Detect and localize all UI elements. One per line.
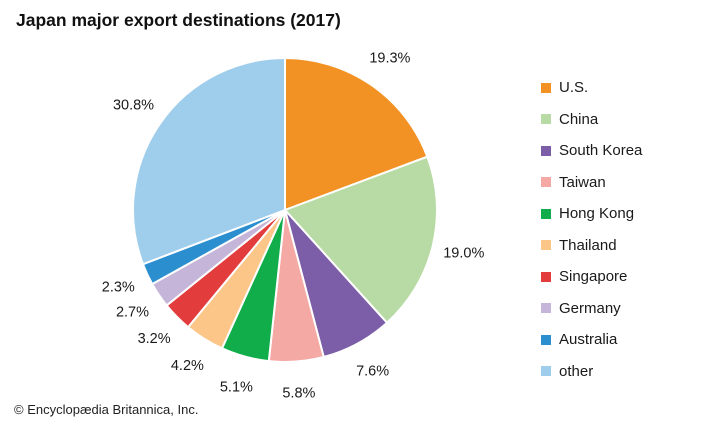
legend-item-other: other [541, 356, 642, 388]
legend-item-australia: Australia [541, 324, 642, 356]
legend-label: Taiwan [559, 173, 606, 191]
pie-slice-other [132, 56, 286, 266]
legend-label: Germany [559, 299, 621, 317]
legend-swatch [541, 114, 551, 125]
legend-label: Hong Kong [559, 205, 635, 223]
legend-label: U.S. [559, 79, 589, 97]
legend-item-south-korea: South Korea [541, 135, 642, 167]
slice-label-singapore: 3.2% [138, 331, 171, 347]
slice-label-south-korea: 7.6% [356, 364, 389, 380]
legend-swatch [541, 145, 551, 156]
legend-item-u-s: U.S. [541, 72, 642, 104]
legend-item-china: China [541, 104, 642, 136]
legend-item-hong-kong: Hong Kong [541, 198, 642, 230]
legend-item-singapore: Singapore [541, 261, 642, 293]
legend-swatch [541, 208, 551, 219]
slice-label-china: 19.0% [443, 245, 484, 261]
legend-label: Singapore [559, 268, 628, 286]
legend-swatch [541, 82, 551, 93]
slice-label-other: 30.8% [113, 97, 154, 113]
slice-label-u-s: 19.3% [369, 51, 410, 67]
pie-slice-china [283, 155, 438, 325]
legend-label: other [559, 362, 594, 380]
legend-item-germany: Germany [541, 293, 642, 325]
legend-label: Australia [559, 331, 618, 349]
legend-swatch [541, 334, 551, 345]
legend-swatch [541, 177, 551, 188]
slice-label-germany: 2.7% [116, 305, 149, 321]
credit-line: © Encyclopædia Britannica, Inc. [14, 402, 199, 417]
legend-item-taiwan: Taiwan [541, 167, 642, 199]
legend-label: Thailand [559, 236, 617, 254]
legend-label: South Korea [559, 142, 643, 160]
legend: U.S. China South Korea Taiwan Hong Kong Thail… [541, 72, 642, 387]
legend-label: China [559, 110, 599, 128]
slice-label-taiwan: 5.8% [282, 385, 315, 401]
slice-label-australia: 2.3% [102, 280, 135, 296]
slice-label-hong-kong: 5.1% [220, 379, 253, 395]
legend-swatch [541, 366, 551, 377]
legend-swatch [541, 271, 551, 282]
legend-swatch [541, 303, 551, 314]
chart-title: Japan major export destinations (2017) [16, 10, 341, 30]
legend-swatch [541, 240, 551, 251]
pie-slice-u-s [284, 56, 429, 212]
legend-item-thailand: Thailand [541, 230, 642, 262]
slice-label-thailand: 4.2% [171, 358, 204, 374]
